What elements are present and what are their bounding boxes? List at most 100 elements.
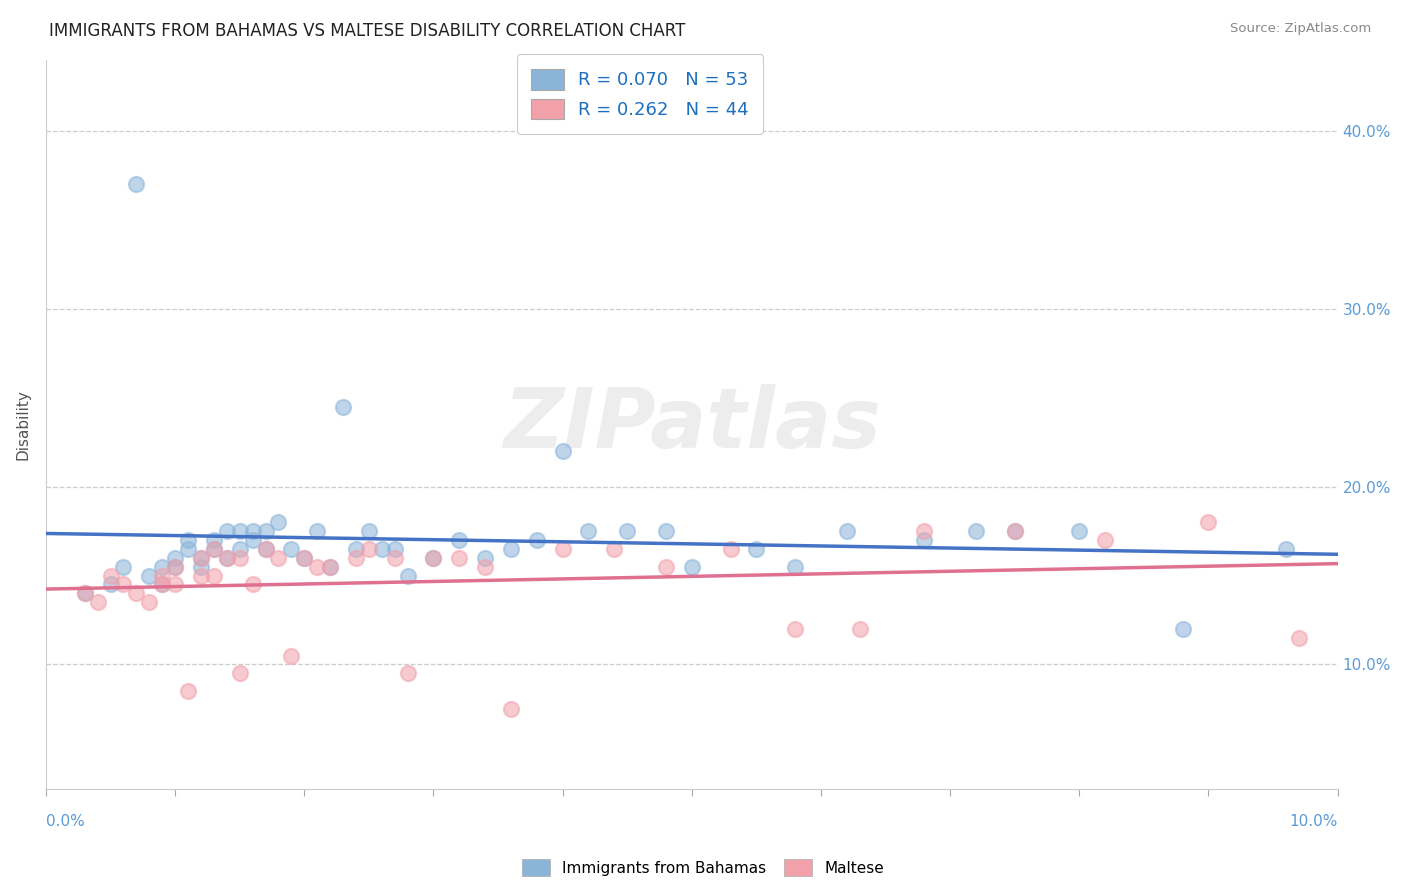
Point: [1069, 524, 1091, 538]
Point: [526, 533, 548, 547]
Legend: R = 0.070   N = 53, R = 0.262   N = 44: R = 0.070 N = 53, R = 0.262 N = 44: [517, 54, 763, 134]
Point: [1004, 524, 1026, 538]
Y-axis label: Disability: Disability: [15, 389, 30, 459]
Point: [190, 550, 212, 565]
Point: [449, 533, 471, 547]
Point: [785, 559, 807, 574]
Point: [319, 559, 342, 574]
Point: [150, 559, 173, 574]
Point: [785, 622, 807, 636]
Point: [100, 577, 122, 591]
Point: [655, 524, 678, 538]
Point: [150, 577, 173, 591]
Point: [267, 515, 290, 529]
Point: [292, 550, 315, 565]
Point: [307, 524, 329, 538]
Point: [254, 541, 277, 556]
Point: [965, 524, 987, 538]
Point: [384, 550, 406, 565]
Point: [138, 595, 160, 609]
Text: Source: ZipAtlas.com: Source: ZipAtlas.com: [1230, 22, 1371, 36]
Text: 10.0%: 10.0%: [1289, 814, 1337, 830]
Point: [371, 541, 394, 556]
Point: [1004, 524, 1026, 538]
Point: [578, 524, 600, 538]
Point: [422, 550, 444, 565]
Point: [319, 559, 342, 574]
Point: [1094, 533, 1116, 547]
Point: [112, 577, 135, 591]
Point: [280, 541, 302, 556]
Point: [720, 541, 742, 556]
Point: [422, 550, 444, 565]
Point: [202, 533, 225, 547]
Point: [848, 622, 870, 636]
Point: [190, 559, 212, 574]
Point: [1275, 541, 1298, 556]
Point: [474, 550, 496, 565]
Point: [1171, 622, 1194, 636]
Point: [254, 541, 277, 556]
Point: [125, 586, 148, 600]
Point: [681, 559, 703, 574]
Point: [165, 559, 187, 574]
Point: [73, 586, 96, 600]
Point: [228, 541, 250, 556]
Point: [655, 559, 678, 574]
Point: [551, 444, 574, 458]
Text: IMMIGRANTS FROM BAHAMAS VS MALTESE DISABILITY CORRELATION CHART: IMMIGRANTS FROM BAHAMAS VS MALTESE DISAB…: [49, 22, 686, 40]
Point: [357, 541, 380, 556]
Point: [177, 533, 200, 547]
Text: 0.0%: 0.0%: [46, 814, 84, 830]
Point: [499, 702, 522, 716]
Point: [165, 577, 187, 591]
Point: [307, 559, 329, 574]
Point: [228, 550, 250, 565]
Point: [215, 550, 238, 565]
Point: [616, 524, 638, 538]
Point: [912, 533, 935, 547]
Point: [215, 550, 238, 565]
Point: [190, 568, 212, 582]
Point: [332, 400, 354, 414]
Point: [835, 524, 858, 538]
Point: [396, 666, 419, 681]
Point: [202, 568, 225, 582]
Point: [242, 533, 264, 547]
Point: [150, 568, 173, 582]
Point: [396, 568, 419, 582]
Point: [242, 524, 264, 538]
Point: [603, 541, 626, 556]
Point: [177, 684, 200, 698]
Point: [344, 550, 367, 565]
Point: [254, 524, 277, 538]
Point: [292, 550, 315, 565]
Point: [112, 559, 135, 574]
Point: [202, 541, 225, 556]
Point: [912, 524, 935, 538]
Point: [100, 568, 122, 582]
Point: [1198, 515, 1220, 529]
Point: [499, 541, 522, 556]
Point: [177, 541, 200, 556]
Point: [357, 524, 380, 538]
Point: [280, 648, 302, 663]
Point: [344, 541, 367, 556]
Point: [242, 577, 264, 591]
Point: [228, 666, 250, 681]
Point: [384, 541, 406, 556]
Point: [165, 559, 187, 574]
Point: [215, 524, 238, 538]
Point: [449, 550, 471, 565]
Point: [228, 524, 250, 538]
Point: [551, 541, 574, 556]
Point: [745, 541, 768, 556]
Point: [138, 568, 160, 582]
Point: [150, 577, 173, 591]
Point: [190, 550, 212, 565]
Text: ZIPatlas: ZIPatlas: [503, 384, 880, 465]
Point: [86, 595, 108, 609]
Point: [125, 178, 148, 192]
Point: [73, 586, 96, 600]
Legend: Immigrants from Bahamas, Maltese: Immigrants from Bahamas, Maltese: [516, 853, 890, 882]
